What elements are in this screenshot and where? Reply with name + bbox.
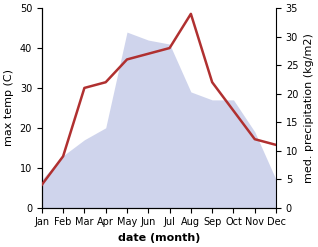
Y-axis label: max temp (C): max temp (C) bbox=[4, 69, 14, 146]
X-axis label: date (month): date (month) bbox=[118, 233, 200, 243]
Y-axis label: med. precipitation (kg/m2): med. precipitation (kg/m2) bbox=[304, 33, 314, 183]
